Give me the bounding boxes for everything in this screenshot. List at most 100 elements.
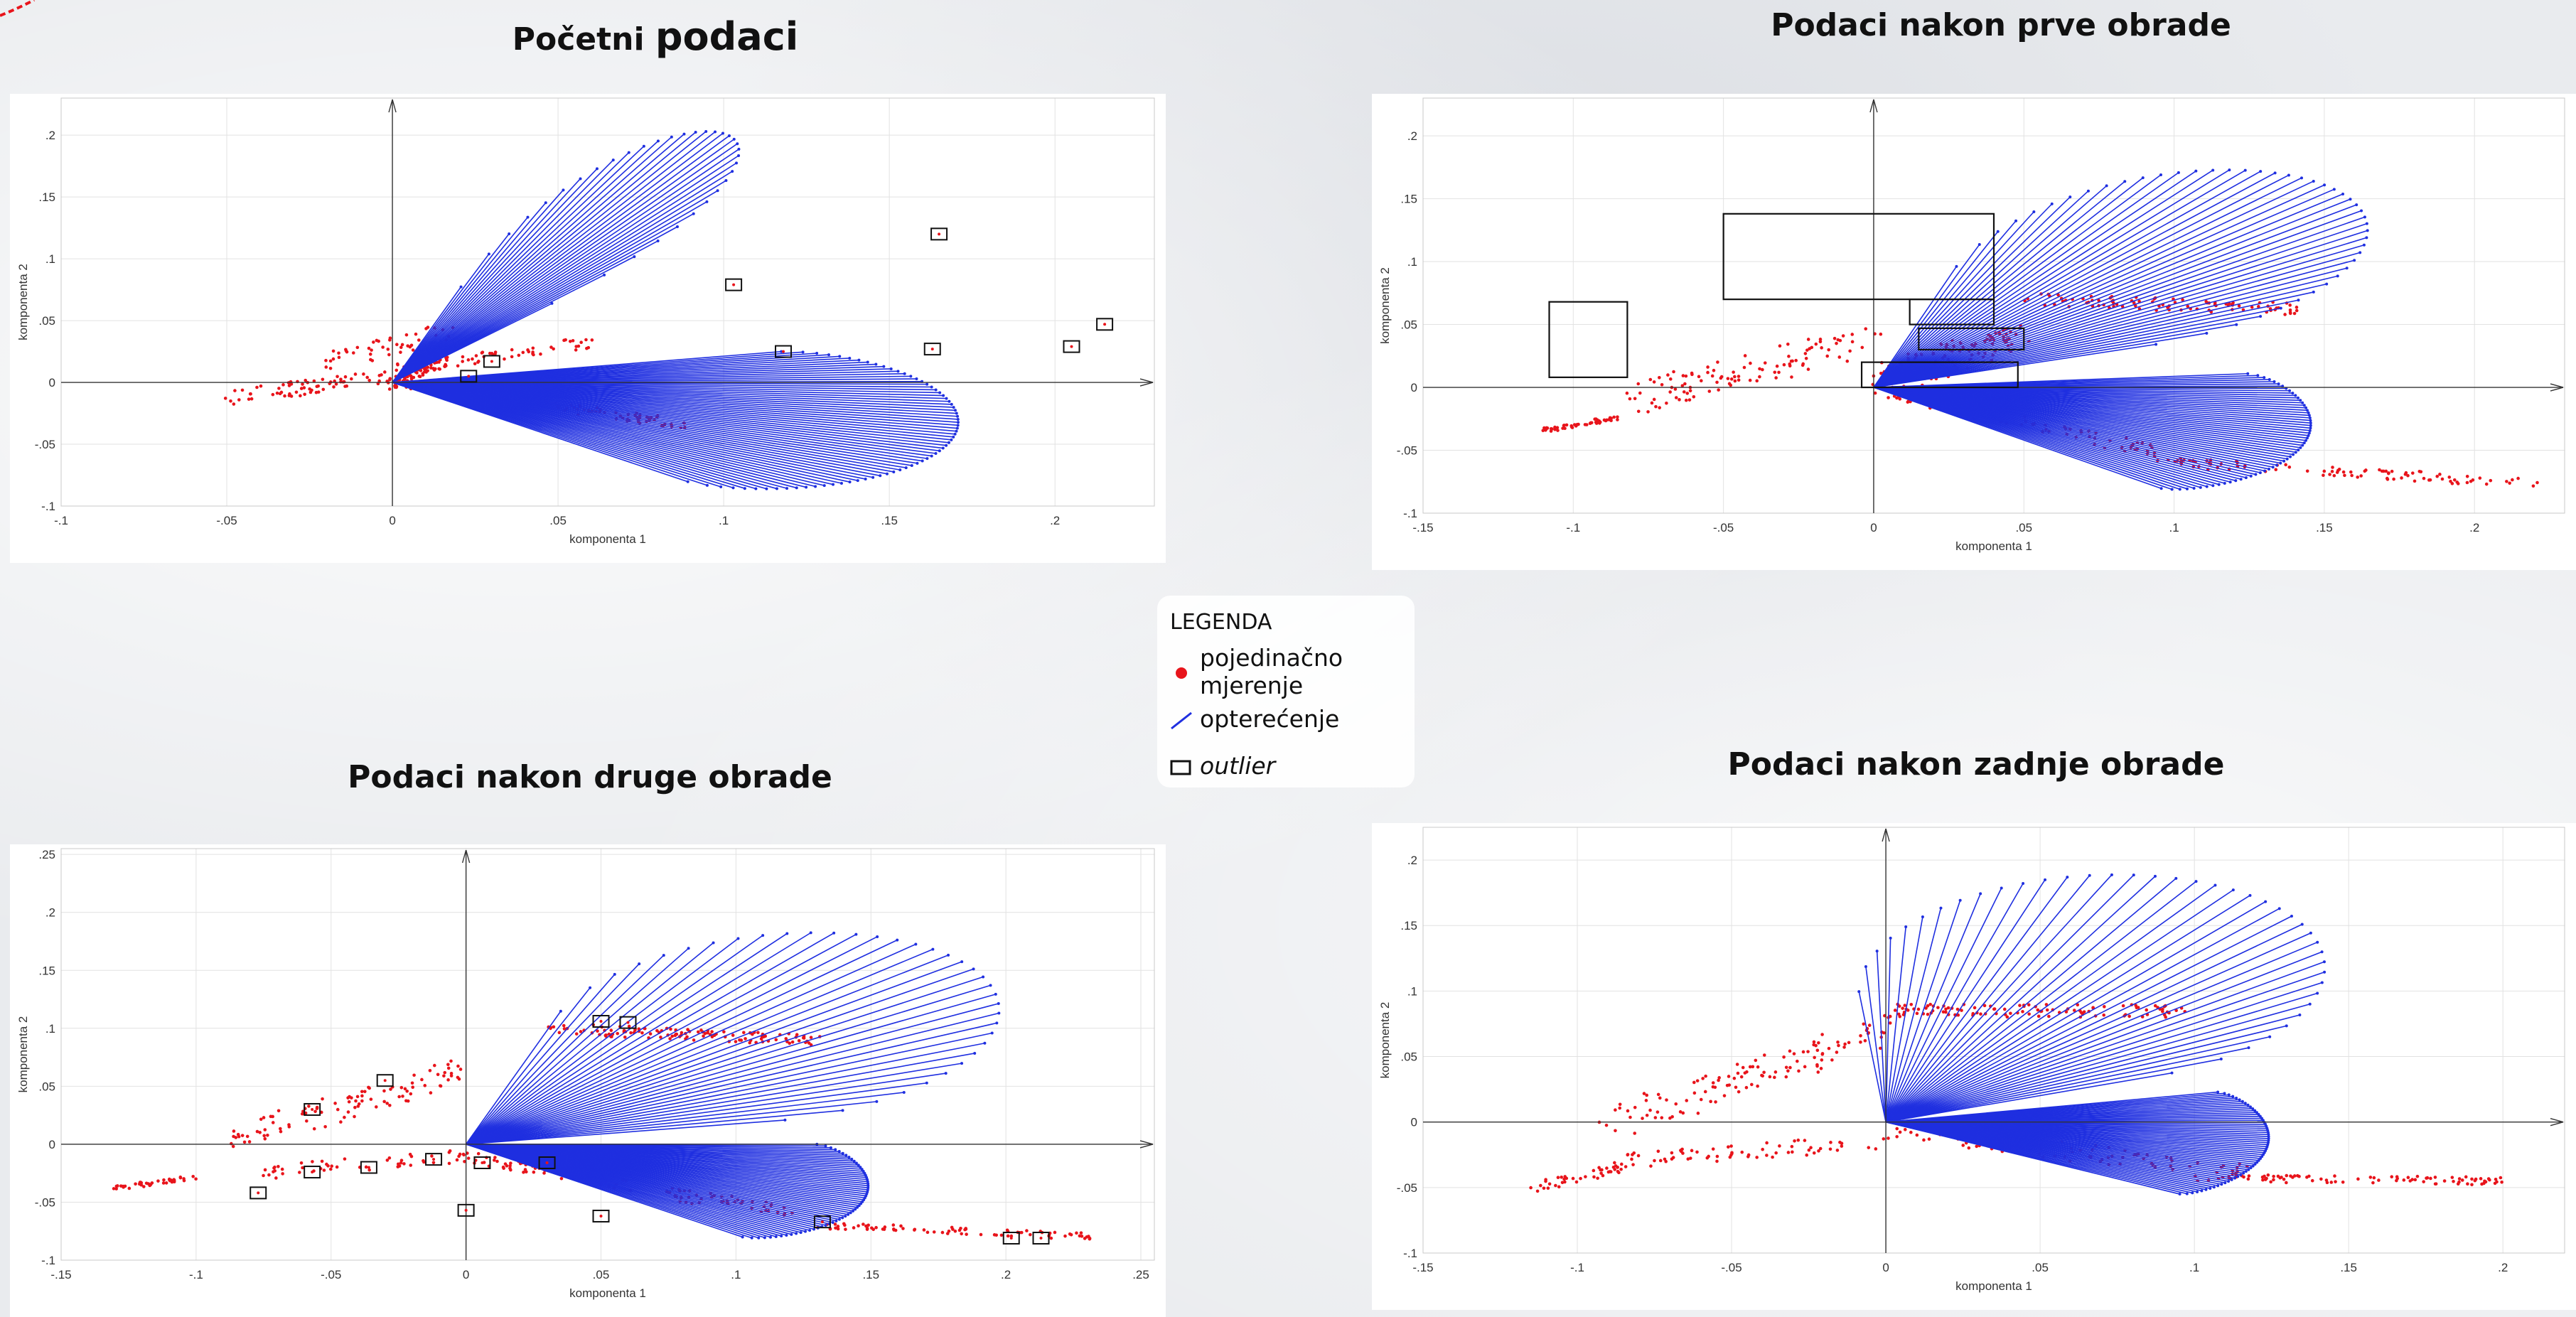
chart-4-loading-tip xyxy=(2213,883,2217,887)
chart-3-measurement-point xyxy=(446,1063,450,1067)
chart-2-measurement-point xyxy=(1726,377,1730,380)
chart-4-loading-tip xyxy=(2227,1093,2231,1097)
chart-4-measurement-point xyxy=(1658,1096,1662,1100)
chart-2-loading-tip xyxy=(2296,396,2299,399)
chart-4-measurement-point xyxy=(1633,1131,1637,1135)
chart-2-measurement-point xyxy=(2132,301,2136,305)
chart-2-x-axis-label: komponenta 1 xyxy=(1955,539,2032,553)
chart-3-measurement-point xyxy=(710,1030,714,1033)
chart-2-measurement-point xyxy=(1860,345,1864,350)
chart-1-loading-tip xyxy=(934,388,938,392)
chart-1-measurement-point xyxy=(532,353,535,357)
chart-1-measurement-point xyxy=(312,379,316,383)
chart-2-measurement-point xyxy=(2335,471,2339,474)
chart-2-measurement-point xyxy=(2478,476,2482,480)
chart-2-measurement-point xyxy=(2489,478,2493,483)
chart-2-loading-line xyxy=(1873,172,2275,388)
chart-2-loading-line xyxy=(1873,372,2248,388)
chart-2-loading-tip xyxy=(2307,434,2310,437)
chart-2-loading-tip xyxy=(2268,467,2271,471)
chart-3-measurement-point xyxy=(277,1109,281,1113)
chart-1-loading-tip xyxy=(743,487,746,490)
chart-4-measurement-point xyxy=(1803,1065,1807,1069)
chart-4-measurement-point xyxy=(2457,1177,2462,1181)
chart-4-measurement-point xyxy=(1609,1170,1613,1173)
chart-2-loading-tip xyxy=(1955,264,1958,268)
chart-2-measurement-point xyxy=(1684,398,1688,402)
chart-3-x-axis-label: komponenta 1 xyxy=(569,1286,646,1300)
chart-1-loading-tip xyxy=(942,394,945,397)
chart-3-measurement-point xyxy=(882,1227,886,1231)
chart-2-measurement-point xyxy=(2535,480,2539,485)
chart-3-measurement-point xyxy=(137,1182,141,1186)
chart-3-measurement-point xyxy=(448,1149,452,1153)
chart-2-loading-line xyxy=(1873,169,2230,388)
chart-3-measurement-point xyxy=(659,1036,662,1039)
chart-3-loading-line xyxy=(466,984,991,1145)
chart-2-loading-tip xyxy=(2256,374,2260,377)
chart-4-measurement-point xyxy=(1592,1168,1596,1173)
chart-1-loading-tip xyxy=(785,487,789,490)
chart-3-measurement-point xyxy=(669,1027,672,1031)
chart-1-measurement-point xyxy=(411,348,415,352)
chart-4-loading-tip xyxy=(2285,1024,2288,1028)
chart-4-loading-line xyxy=(1885,1058,2221,1123)
chart-2-measurement-point xyxy=(1873,391,1877,395)
chart-4-loading-line xyxy=(1865,966,1887,1122)
chart-3-loading-line xyxy=(466,955,665,1145)
chart-1-measurement-point xyxy=(350,377,353,381)
chart-4-loading-tip xyxy=(2257,1159,2260,1162)
chart-2-loading-tip xyxy=(2360,209,2363,213)
chart-2-loading-tip xyxy=(2246,372,2250,375)
chart-2-measurement-point xyxy=(2330,470,2334,473)
chart-2-measurement-point xyxy=(1786,343,1790,346)
chart-1-loading-tip xyxy=(848,480,852,484)
chart-4-loading-tip xyxy=(2231,1095,2235,1098)
chart-4-measurement-point xyxy=(1711,1147,1715,1151)
chart-1-loading-tip xyxy=(716,189,719,193)
chart-4-measurement-point xyxy=(2036,1014,2041,1018)
chart-2-measurement-point xyxy=(1593,417,1596,421)
chart-4-measurement-point xyxy=(2464,1175,2468,1179)
legend-item-measurement: pojedinačno mjerenje xyxy=(1157,644,1415,699)
chart-4-measurement-point xyxy=(1619,1167,1623,1171)
chart-4-measurement-point xyxy=(1605,1166,1609,1170)
chart-2-measurement-point xyxy=(1727,382,1732,386)
chart-1-measurement-point xyxy=(406,344,409,348)
chart-3-measurement-point xyxy=(112,1187,116,1190)
chart-3-loading-tip xyxy=(857,1204,861,1208)
chart-2-measurement-point xyxy=(1818,338,1823,341)
chart-1-measurement-point xyxy=(337,351,340,355)
chart-4-loading-tip xyxy=(1857,990,1861,994)
chart-3-measurement-point xyxy=(456,1075,460,1080)
chart-3-measurement-point xyxy=(385,1159,390,1162)
chart-3-measurement-point xyxy=(385,1102,389,1105)
chart-2-loading-tip xyxy=(2294,394,2297,397)
chart-2-measurement-point xyxy=(1732,370,1735,374)
chart-2-loading-tip xyxy=(2259,315,2263,318)
chart-4-measurement-point xyxy=(2036,1008,2040,1012)
chart-3-loading-tip xyxy=(837,1217,841,1221)
chart-2-loading-tip xyxy=(2249,474,2253,478)
chart-4-y-tick-label: 0 xyxy=(1411,1116,1417,1129)
chart-4-x-tick-label: .05 xyxy=(2032,1261,2049,1274)
chart-4-measurement-point xyxy=(2272,1174,2275,1178)
chart-4-measurement-point xyxy=(1740,1150,1744,1154)
chart-4-measurement-point xyxy=(2082,1010,2086,1014)
chart-3-measurement-point xyxy=(795,1033,799,1037)
chart-3-measurement-point xyxy=(182,1178,186,1183)
chart-2-measurement-point xyxy=(1541,429,1545,433)
chart-3-x-tick-label: -.1 xyxy=(189,1268,203,1281)
chart-4-measurement-point xyxy=(2145,1008,2149,1012)
chart-2-loading-tip xyxy=(2309,419,2312,422)
chart-3-measurement-point xyxy=(279,1127,282,1131)
chart-3-measurement-point xyxy=(836,1227,840,1231)
chart-4-loading-tip xyxy=(2316,940,2319,944)
chart-2-measurement-point xyxy=(1789,359,1793,363)
chart-2-loading-tip xyxy=(2170,488,2174,491)
chart-4-measurement-point xyxy=(1973,1006,1977,1010)
chart-2-measurement-point xyxy=(1716,360,1719,364)
chart-1-y-tick-label: -.1 xyxy=(41,500,55,513)
chart-4-measurement-point xyxy=(2291,1176,2295,1179)
chart-4-measurement-point xyxy=(1618,1102,1622,1107)
